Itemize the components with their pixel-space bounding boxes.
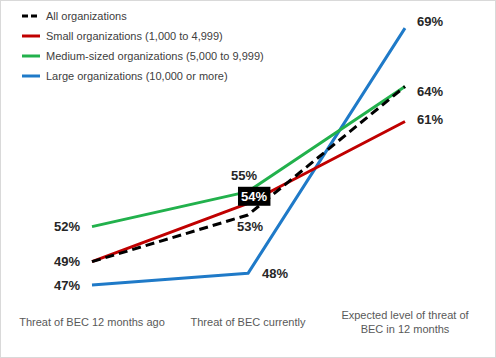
legend-swatch [22,55,40,58]
data-label: 55% [231,168,257,183]
data-label: 64% [417,84,443,99]
data-label: 49% [54,254,80,269]
series-line [92,86,405,226]
x-tick-label: Threat of BEC currently [191,316,306,328]
x-tick-label: Expected level of threat ofBEC in 12 mon… [341,309,469,335]
data-label: 53% [237,219,263,234]
data-label: 48% [262,266,288,281]
series-line [92,86,405,261]
data-label: 54% [241,189,267,204]
chart-container: 53% 64% 49% 54% 61% 52% 55% 47% 48% 69% Threat of … [0,0,496,358]
data-label: 69% [417,14,443,29]
legend-label: Large organizations (10,000 or more) [46,70,228,82]
legend-label: Medium-sized organizations (5,000 to 9,9… [46,50,264,62]
series-line [92,28,405,285]
data-label: 61% [417,112,443,127]
x-tick-label: Threat of BEC 12 months ago [19,316,165,328]
data-label: 52% [54,219,80,234]
series-line [92,122,405,262]
legend-label: All organizations [46,10,127,22]
legend-label: Small organizations (1,000 to 4,999) [46,30,223,42]
legend-swatch [22,35,40,38]
data-label: 47% [54,278,80,293]
legend-swatch [22,75,40,78]
legend: All organizations Small organizations (1,… [22,10,264,82]
chart: 53% 64% 49% 54% 61% 52% 55% 47% 48% 69% Threat of … [0,0,496,358]
legend-swatch [22,15,40,18]
chart-frame [1,1,496,358]
lines [92,28,405,285]
data-label-box [238,187,270,206]
x-axis-labels: Threat of BEC 12 months ago Threat of BEC… [19,309,469,335]
